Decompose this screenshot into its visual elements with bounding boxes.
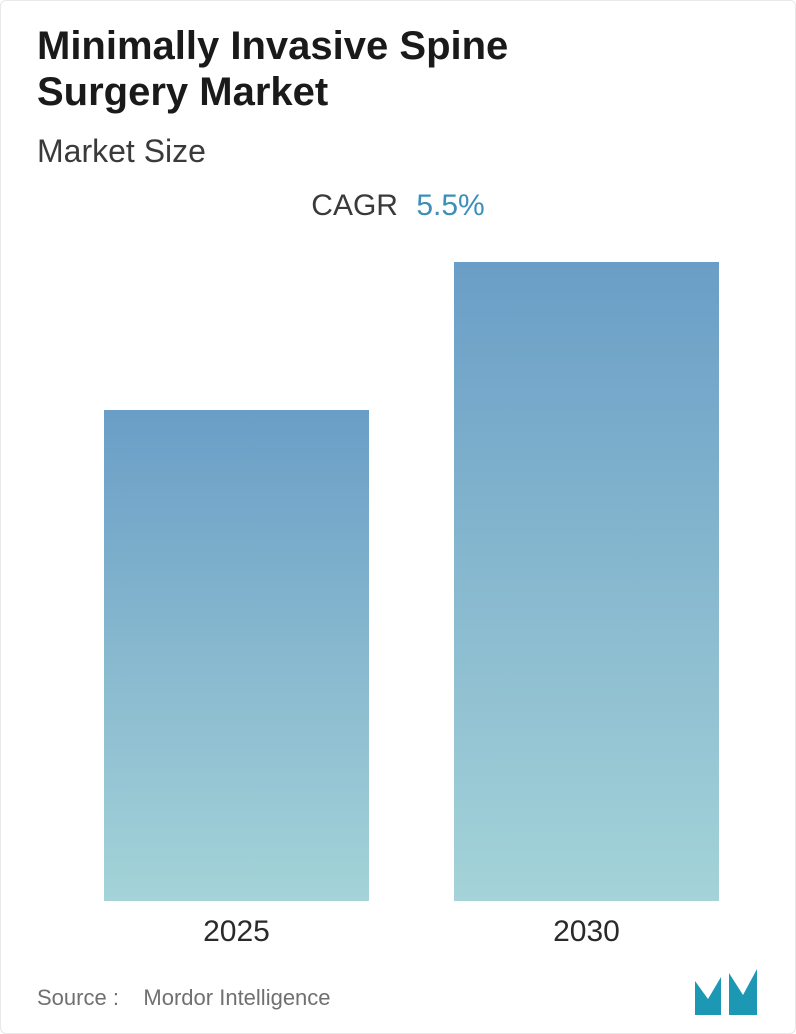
x-axis-label-2030: 2030 xyxy=(454,915,719,949)
chart-title: Minimally Invasive Spine Surgery Market xyxy=(37,23,657,115)
cagr-value: 5.5% xyxy=(416,189,484,222)
source-label: Source : xyxy=(37,985,119,1010)
source-name: Mordor Intelligence xyxy=(143,985,330,1010)
bar-2025 xyxy=(104,410,369,901)
chart-subtitle: Market Size xyxy=(37,133,206,170)
bar-chart xyxy=(1,241,795,901)
market-summary-card: Minimally Invasive Spine Surgery Market … xyxy=(0,0,796,1034)
source-attribution: Source : Mordor Intelligence xyxy=(37,985,331,1011)
bar-2030 xyxy=(454,262,719,901)
x-axis-label-2025: 2025 xyxy=(104,915,369,949)
mordor-logo-icon xyxy=(695,969,765,1015)
cagr-line: CAGR 5.5% xyxy=(1,189,795,223)
cagr-label: CAGR xyxy=(311,189,398,222)
